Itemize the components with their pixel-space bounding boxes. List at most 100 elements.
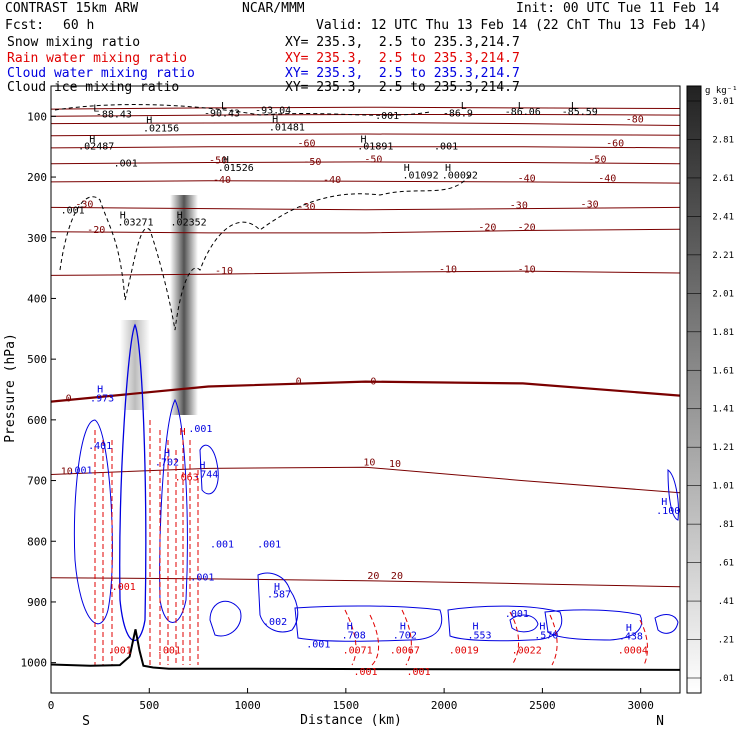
cloud-water-label: .002 (263, 617, 287, 628)
x-axis-title: Distance (km) (300, 713, 402, 728)
isotherm--20 (51, 228, 680, 234)
cloud-ice-label: L (461, 101, 467, 112)
temperature-label: 10 (61, 466, 73, 477)
cloud-water-contour (73, 419, 113, 625)
cloud-ice-label: .001 (61, 205, 85, 216)
temperature-label: -40 (213, 175, 231, 186)
cloud-water-label: H (164, 448, 170, 459)
cloud-ice-label: -90.43 (204, 108, 240, 119)
cloud-water-label: .001 (257, 539, 281, 550)
cloud-water-label: .001 (188, 424, 212, 435)
cloud-ice-label: H (361, 134, 367, 145)
field-xy-rain: XY= 235.3, 2.5 to 235.3,214.7 (285, 51, 520, 66)
cloud-ice-label: .001 (375, 111, 399, 122)
cloud-water-label: H (661, 497, 667, 508)
temperature-label: -50 (364, 154, 382, 165)
cloud-ice-dashed-contour (59, 174, 471, 331)
cloud-water-label: .702 (393, 630, 417, 641)
cloud-ice-label: .02352 (171, 218, 207, 229)
cloud-ice-contours (54, 104, 471, 331)
fcst-value: 60 h (63, 18, 95, 33)
field-xy-cloudice: XY= 235.3, 2.5 to 235.3,214.7 (285, 80, 520, 95)
cloud-ice-label: H (177, 210, 183, 221)
x-tick-label: 1500 (333, 699, 360, 712)
cloud-ice-label: L (518, 101, 524, 112)
colorbar: g kg⁻¹ .01 .21 .41 .61 .81 1.01 1.21 1.41 1.61 1.… (686, 85, 738, 694)
cloud-ice-label: .03271 (117, 218, 153, 229)
y-axis-title: Pressure (hPa) (3, 333, 18, 443)
contour-labels: -80-60 -60-50 -50 -50 -50-40 -40 -40 -40-30 -30-… (61, 101, 681, 678)
rain-water-label: .0067 (390, 646, 420, 657)
cloud-ice-label: .00092 (442, 170, 478, 181)
temperature-label: -20 (87, 225, 105, 236)
temperature-label: -60 (606, 139, 624, 150)
cloud-water-label: .702 (155, 457, 179, 468)
temperature-label: -10 (215, 266, 233, 277)
colorbar-level-label: 1.41 (712, 405, 734, 415)
cloud-water-label: .744 (194, 470, 218, 481)
colorbar-level-label: 3.01 (712, 97, 734, 107)
rain-water-label: .001 (108, 646, 132, 657)
cloud-water-contours (73, 323, 679, 642)
cloud-water-contour (294, 605, 443, 642)
field-name-rain: Rain water mixing ratio (7, 51, 188, 66)
valid-time: Valid: 12 UTC Thu 13 Feb 14 (22 ChT Thu … (316, 18, 708, 33)
rain-water-label: .001 (112, 582, 136, 593)
fcst-label: Fcst: (5, 18, 45, 33)
isotherm--10 (51, 270, 680, 276)
field-name-cloudwater: Cloud water mixing ratio (7, 66, 195, 81)
temperature-label: 20 (391, 571, 403, 582)
cloud-water-label: .001 (505, 609, 529, 620)
cloud-ice-label: H (272, 114, 278, 125)
temperature-label: 0 (370, 377, 376, 388)
cloud-water-label: H (400, 621, 406, 632)
rain-water-label: .0022 (512, 646, 542, 657)
colorbar-level-label: 1.01 (712, 482, 734, 492)
cloud-ice-label: H (89, 134, 95, 145)
colorbar-ramp (686, 85, 702, 694)
cloud-ice-dashed-contour (54, 104, 431, 116)
temperature-label: -40 (518, 173, 536, 184)
isotherm--60 (51, 146, 680, 149)
cloud-water-label: .001 (306, 639, 330, 650)
x-tick-label: 500 (139, 699, 159, 712)
cloud-ice-label: .01481 (269, 122, 305, 133)
rain-water-contour (94, 420, 199, 665)
isotherm--70 (51, 133, 680, 137)
terrain-line (51, 629, 680, 671)
cloud-water-contour (654, 614, 679, 634)
cloud-water-contour (667, 469, 679, 521)
cloud-water-label: .100 (656, 506, 680, 517)
colorbar-level-label: .01 (718, 674, 734, 684)
temperature-label: -20 (478, 222, 496, 233)
center-label: NCAR/MMM (242, 1, 305, 16)
cloud-water-contour (209, 600, 242, 637)
y-tick-label: 1000 (21, 657, 48, 670)
temperature-label: 0 (296, 377, 302, 388)
y-tick-label: 900 (27, 596, 47, 609)
rain-water-label: .001 (407, 667, 431, 678)
colorbar-level-label: .21 (718, 636, 734, 646)
cloud-water-label: H (347, 621, 353, 632)
temperature-label: -30 (75, 199, 93, 210)
cloud-ice-label: -88.43 (96, 110, 132, 121)
cloud-water-contour (119, 323, 147, 641)
colorbar-level-label: .41 (718, 597, 734, 607)
rain-water-label: .001 (157, 646, 181, 657)
rain-water-contours (94, 420, 648, 666)
cloud-ice-label: L (221, 101, 227, 112)
colorbar-level-label: .81 (718, 520, 734, 530)
cloud-ice-label: .001 (114, 159, 138, 170)
isotherm--40 (51, 180, 680, 184)
rain-water-contour (344, 609, 648, 666)
colorbar-level-label: .61 (718, 559, 734, 569)
temperature-label: -10 (439, 264, 457, 275)
y-tick-label: 300 (27, 232, 47, 245)
y-tick-label: 500 (27, 353, 47, 366)
cloud-ice-label: .02156 (143, 124, 179, 135)
field-xy-cloudwater: XY= 235.3, 2.5 to 235.3,214.7 (285, 66, 520, 81)
axes: 0 500 1000 1500 2000 2500 30001002003004005006… (21, 110, 654, 712)
cloud-ice-label: L (571, 101, 577, 112)
colorbar-level-label: 2.21 (712, 251, 734, 261)
